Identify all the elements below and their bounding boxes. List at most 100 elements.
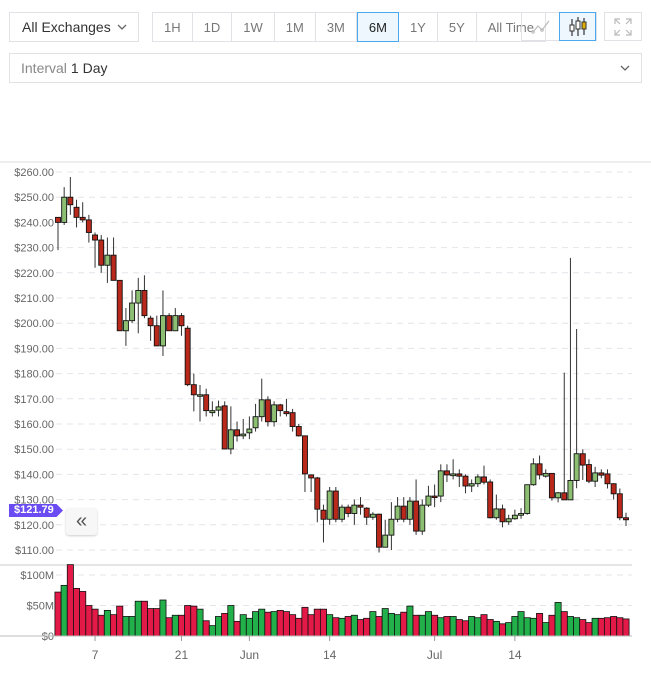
x-tick-label: 14 [508,648,522,662]
candle-body [129,302,136,322]
volume-bar [103,609,111,637]
volume-bar [295,617,303,637]
price-tick-label: $120.00 [14,520,54,532]
range-1h[interactable]: 1H [153,13,193,41]
price-chart[interactable]: $110.00 $120.00 $130.00 $140.00 $150.00 $160.… [0,155,651,675]
line-chart-button[interactable] [522,13,559,40]
candle-body [153,325,160,347]
volume-bar [400,611,408,637]
fullscreen-button[interactable] [604,12,642,41]
range-1y[interactable]: 1Y [399,13,438,41]
candle-body [511,514,518,520]
candle-body [326,490,333,520]
chevron-down-icon [117,24,127,30]
candle-body [524,484,531,514]
volume-bar [202,620,210,637]
volume-bar [560,611,568,637]
candle-body [573,453,580,481]
x-tick-label: 7 [92,648,99,662]
volume-bar [221,613,229,637]
candle-body [518,513,524,516]
volume-bar [332,617,340,637]
candle-body [98,239,105,266]
candle-body [567,479,574,501]
chevron-down-icon [620,65,630,71]
range-1d[interactable]: 1D [193,13,233,41]
candle-body [246,428,253,434]
candle-body [215,406,222,411]
volume-bar [542,622,550,637]
range-3m[interactable]: 3M [316,13,357,41]
volume-bar [573,617,581,637]
volume-bar [461,620,469,637]
range-1w[interactable]: 1W [232,13,275,41]
candle-body [592,472,599,482]
volume-bar [536,613,544,637]
candle-body [283,411,290,415]
range-all-time[interactable]: All Time [487,19,534,35]
candle-body [116,279,123,332]
volume-bar [282,611,290,637]
volume-bar [196,608,204,637]
candle-body [542,472,549,477]
candle-body [345,506,352,514]
volume-bar [394,614,402,637]
candle-body [369,513,376,518]
volume-bar [511,616,519,637]
volume-bar [591,617,599,637]
candle-body [394,505,401,520]
volume-bar [91,608,99,637]
line-chart-icon [530,20,549,34]
volume-bar [270,611,278,637]
volume-bar [455,619,463,637]
candle-body [85,219,92,233]
exchange-dropdown[interactable]: All Exchanges [9,12,139,42]
candle-body [456,473,463,477]
volume-bar [505,622,513,637]
candle-body [579,453,586,466]
price-tick-label: $220.00 [14,268,54,280]
volume-bar [548,614,556,637]
volume-bar [387,613,395,637]
candle-body [264,399,271,423]
volume-bar [252,611,260,637]
volume-bar [443,616,451,637]
volume-bar [97,614,105,637]
range-1m[interactable]: 1M [275,13,316,41]
candle-body [277,404,284,412]
candle-body [227,429,234,450]
range-6m[interactable]: 6M [356,12,399,42]
time-range-selector: 1H 1D 1W 1M 3M 6M 1Y 5Y All Time [152,12,546,42]
candle-body [623,517,629,521]
volume-bar [258,608,266,637]
volume-bar [375,616,383,637]
price-tick-label: $140.00 [14,469,54,481]
volume-bar [307,614,315,637]
interval-dropdown[interactable]: Interval 1 Day [9,53,642,83]
x-tick-label: Jun [240,648,259,662]
candle-body [332,490,339,520]
price-tick-label: $150.00 [14,444,54,456]
volume-bar [313,608,321,637]
candle-body [610,483,617,495]
candle-body [122,320,129,332]
volume-bar [140,600,148,637]
candle-body [376,513,382,548]
range-5y[interactable]: 5Y [438,13,477,41]
candle-body [487,481,494,519]
volume-bar [134,600,142,637]
volume-bar [190,605,198,637]
candle-body [295,426,302,437]
volume-bar [177,614,185,637]
price-tick-label: $210.00 [14,293,54,305]
volume-bar [499,623,507,637]
price-tick-label: $230.00 [14,243,54,255]
collapse-axis-button[interactable]: « [66,508,97,535]
candlestick-button[interactable] [559,12,596,41]
volume-bar [184,605,192,637]
volume-bar [566,616,574,637]
candle-body [209,410,216,414]
volume-bar [406,605,414,637]
volume-bar [326,614,334,637]
candle-body [400,505,407,520]
